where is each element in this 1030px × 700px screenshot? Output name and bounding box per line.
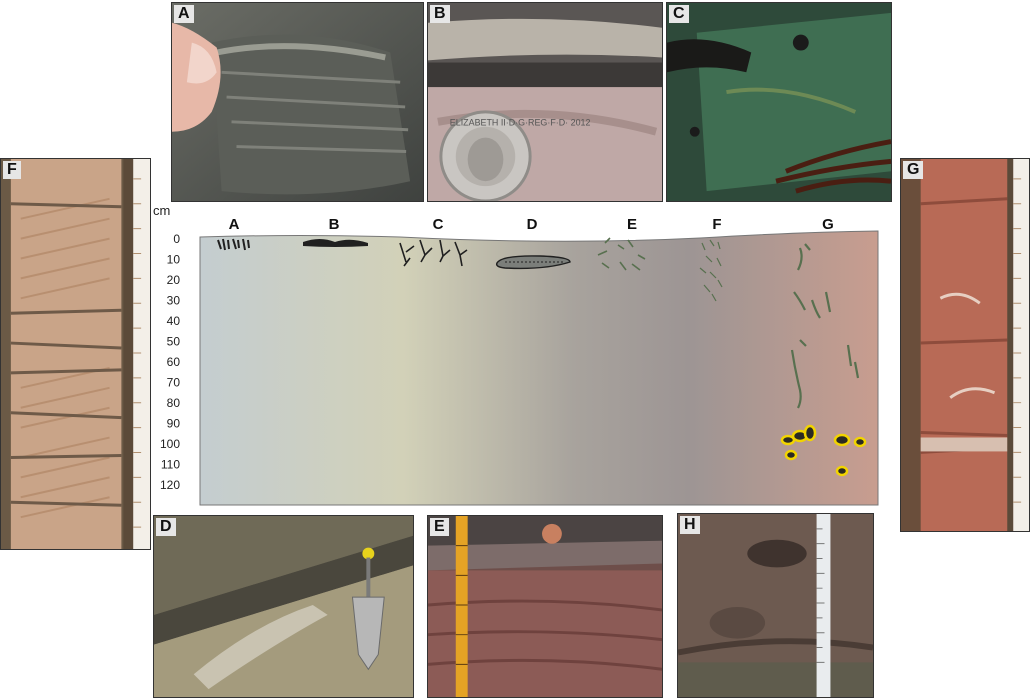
depth-tick-10: 10 <box>167 253 181 267</box>
depth-tick-110: 110 <box>161 458 180 472</box>
concretions-g <box>780 424 867 477</box>
column-label-d: D <box>527 216 538 233</box>
column-label-a: A <box>229 216 240 233</box>
trace-g <box>790 243 860 409</box>
photo-label-a: A <box>174 5 194 23</box>
photo-g-image <box>901 159 1029 531</box>
photo-b: B ELIZABETH II·D·G·REG·F·D· 2012 <box>427 2 663 202</box>
trace-d <box>495 255 571 270</box>
photo-d: D <box>153 515 414 698</box>
photo-a-image <box>172 3 423 201</box>
column-label-e: E <box>627 216 637 233</box>
depth-tick-0: 0 <box>173 232 180 246</box>
trace-b <box>303 239 368 247</box>
photo-h-image <box>678 514 873 697</box>
photo-b-image: ELIZABETH II·D·G·REG·F·D· 2012 <box>428 3 662 201</box>
photo-c-image <box>667 3 891 201</box>
depth-unit-label: cm <box>153 203 170 218</box>
photo-label-b: B <box>430 5 450 23</box>
photo-c: C <box>666 2 892 202</box>
depth-tick-60: 60 <box>167 355 181 369</box>
depth-tick-20: 20 <box>167 273 181 287</box>
trace-f <box>699 239 723 302</box>
depth-tick-70: 70 <box>167 376 181 390</box>
column-labels: A B C D E F G <box>229 216 834 233</box>
coin-inscription: ELIZABETH II·D·G·REG·F·D· 2012 <box>450 118 591 128</box>
depth-tick-40: 40 <box>167 314 181 328</box>
photo-label-e: E <box>430 518 449 536</box>
depth-tick-50: 50 <box>167 335 181 349</box>
photo-e-image <box>428 516 662 697</box>
depth-tick-100: 100 <box>160 437 180 451</box>
photo-label-h: H <box>680 516 700 534</box>
photo-f: F <box>0 158 151 550</box>
depth-tick-120: 120 <box>160 478 180 492</box>
trace-c <box>399 239 468 267</box>
depth-tick-30: 30 <box>167 294 181 308</box>
column-label-c: C <box>433 216 444 233</box>
depth-tick-90: 90 <box>167 417 181 431</box>
photo-label-g: G <box>903 161 924 179</box>
profile-body <box>199 230 879 506</box>
photo-e: E <box>427 515 663 698</box>
trace-e <box>597 237 646 271</box>
photo-g: G <box>900 158 1030 532</box>
photo-a: A <box>171 2 424 202</box>
photo-d-image <box>154 516 413 697</box>
column-label-g: G <box>822 216 834 233</box>
photo-h: H <box>677 513 874 698</box>
depth-tick-80: 80 <box>167 396 181 410</box>
column-label-f: F <box>712 216 721 233</box>
trace-a <box>217 238 250 251</box>
photo-f-image <box>1 159 150 549</box>
photo-label-f: F <box>3 161 21 179</box>
photo-label-c: C <box>669 5 689 23</box>
column-label-b: B <box>329 216 340 233</box>
depth-axis: 0 10 20 30 40 50 60 70 80 90 100 110 120 <box>160 232 180 492</box>
photo-label-d: D <box>156 518 176 536</box>
